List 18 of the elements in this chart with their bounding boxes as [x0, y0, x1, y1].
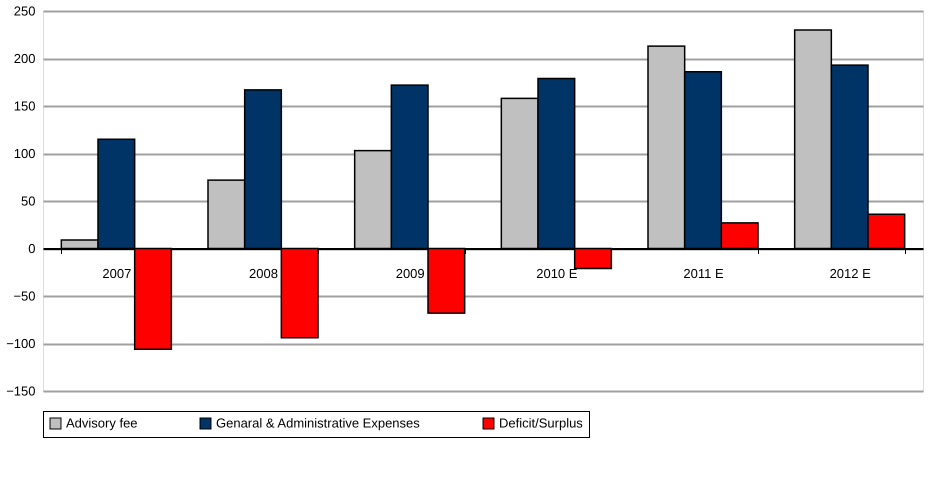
- y-tick-label: 150: [14, 98, 36, 114]
- legend-label: Genaral & Administrative Expenses: [216, 416, 420, 431]
- y-tick-label: 50: [21, 194, 36, 208]
- y-tick-label: 100: [14, 146, 36, 161]
- legend-label: Advisory fee: [66, 416, 138, 431]
- x-tick-label: 2009: [396, 266, 425, 281]
- legend-label: Deficit/Surplus: [499, 416, 584, 431]
- x-tick-label: 2007: [102, 266, 132, 281]
- x-tick-label: 2012 E: [830, 266, 872, 281]
- y-tick-label: −50: [13, 288, 36, 304]
- y-tick-label: −150: [6, 384, 36, 398]
- y-tick-label: −100: [6, 336, 36, 351]
- x-tick-label: 2008: [249, 266, 278, 281]
- x-tick-label: 2010 E: [536, 266, 578, 281]
- y-tick-label: 0: [28, 241, 36, 256]
- x-tick-label: 2011 E: [683, 266, 724, 281]
- y-tick-label: 200: [14, 51, 36, 66]
- y-tick-label: 250: [14, 4, 36, 18]
